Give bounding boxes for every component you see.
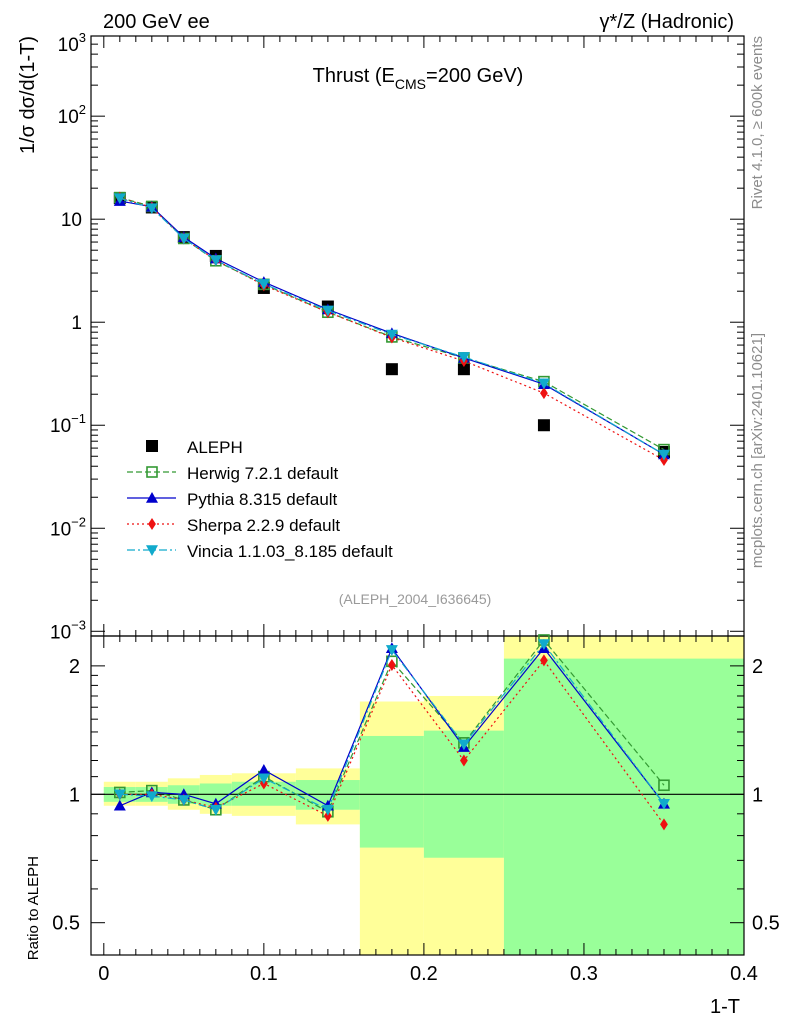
- tick-base: 10: [50, 622, 71, 643]
- main-y-tick-label: 10−3: [50, 617, 86, 643]
- tick-exponent: 2: [79, 102, 86, 117]
- rivet-version-label: Rivet 4.1.0, ≥ 600k events: [749, 36, 766, 209]
- header-right: γ*/Z (Hadronic): [600, 11, 734, 33]
- legend-herwig-label: Herwig 7.2.1 default: [187, 464, 338, 483]
- ratio-panel-frame: 0 0.1 0.2 0.3 0.4 0.5 0.5 1 1 2 2: [52, 635, 780, 985]
- main-pythia-line: [119, 200, 665, 456]
- ratio-vincia-point-3: [209, 804, 222, 816]
- ratio-series-group: [113, 634, 670, 831]
- main-y-label: 1/σ dσ/d(1-T): [17, 36, 39, 154]
- header-left: 200 GeV ee: [103, 11, 210, 33]
- x-tick-label: 0.1: [250, 963, 278, 985]
- tick-base: 10: [58, 35, 79, 56]
- ratio-y-tick-label-right: 0.5: [752, 913, 780, 935]
- main-vincia-point-5: [321, 305, 334, 317]
- ratio-pythia-line: [119, 646, 665, 807]
- ratio-vincia-point-4: [257, 773, 270, 785]
- main-y-tick-label: 102: [58, 102, 86, 128]
- ratio-vincia-point-9: [657, 798, 670, 810]
- main-y-tick-label: 10−1: [50, 411, 86, 437]
- ratio-vincia-point-6: [385, 645, 398, 656]
- ratio-herwig-point-9: [658, 779, 670, 792]
- main-vincia-point-4: [257, 279, 270, 290]
- main-y-tick-label: 10: [61, 210, 82, 231]
- legend-pythia-marker: [146, 492, 158, 503]
- legend: ALEPH Herwig 7.2.1 default Pythia 8.315 de…: [127, 438, 393, 561]
- main-vincia-point-9: [657, 449, 670, 461]
- ratio-y-label: Ratio to ALEPH: [25, 856, 42, 960]
- ratio-sherpa-point-6: [387, 658, 396, 671]
- main-title-tail: =200 GeV): [426, 65, 523, 87]
- ratio-sherpa-point-8: [540, 654, 548, 667]
- x-tick-label: 0.3: [570, 963, 598, 985]
- ratio-sherpa-point-5: [323, 809, 332, 822]
- main-y-tick-label: 1: [71, 313, 82, 334]
- ratio-pythia-point-0: [113, 799, 126, 811]
- ratio-vincia-point-7: [457, 739, 470, 751]
- x-tick-label: 0.4: [730, 963, 758, 985]
- ratio-vincia-point-5: [321, 804, 334, 816]
- main-y-tick-label: 103: [58, 30, 86, 56]
- main-vincia-point-3: [209, 255, 222, 267]
- main-sherpa-point-8: [540, 387, 548, 400]
- tick-exponent: −3: [71, 617, 86, 632]
- main-vincia-point-7: [457, 352, 470, 363]
- analysis-reference: (ALEPH_2004_I636645): [339, 591, 492, 607]
- ratio-y-tick-label: 2: [69, 656, 80, 678]
- tick-base: 10: [58, 107, 79, 128]
- ratio-vincia-point-2: [177, 795, 190, 806]
- legend-aleph-marker: [146, 440, 158, 452]
- x-tick-label: 0.2: [410, 963, 438, 985]
- main-aleph-point-7: [457, 363, 470, 376]
- legend-sherpa-marker: [148, 518, 156, 530]
- ratio-y-tick-label-right: 2: [752, 656, 763, 678]
- x-tick-label: 0: [98, 963, 109, 985]
- ratio-sherpa-point-9: [660, 818, 668, 831]
- stat-band-8: [503, 658, 744, 955]
- main-aleph-point-6: [385, 363, 398, 376]
- ratio-border: [90, 635, 745, 956]
- tick-base: 10: [50, 519, 71, 540]
- ratio-herwig-line: [119, 639, 665, 813]
- legend-sherpa-label: Sherpa 2.2.9 default: [187, 516, 340, 535]
- ratio-vincia-point-1: [145, 791, 158, 803]
- legend-vincia-label: Vincia 1.1.03_8.185 default: [187, 542, 393, 561]
- tick-exponent: 3: [79, 30, 86, 45]
- mcplots-label: mcplots.cern.ch [arXiv:2401.10621]: [749, 333, 766, 568]
- main-aleph-point-8: [537, 419, 550, 432]
- legend-herwig-marker: [146, 466, 158, 478]
- x-axis-label: 1-T: [710, 996, 740, 1018]
- ratio-y-tick-label-right: 1: [752, 784, 763, 806]
- ratio-pythia-point-4: [257, 764, 270, 775]
- ratio-sherpa-point-7: [460, 754, 468, 767]
- main-herwig-line: [119, 197, 665, 451]
- legend-aleph-label: ALEPH: [187, 438, 243, 457]
- legend-pythia-label: Pythia 8.315 default: [187, 490, 338, 509]
- main-vincia-line: [119, 197, 665, 456]
- ratio-vincia-point-0: [113, 789, 126, 801]
- tick-exponent: −1: [71, 411, 86, 426]
- stat-band-6: [359, 735, 424, 848]
- ratio-vincia-point-8: [537, 639, 550, 651]
- main-title-main: Thrust (E: [313, 65, 395, 87]
- tick-base: 10: [50, 416, 71, 437]
- ratio-uncertainty-bands: [103, 636, 744, 955]
- main-title: Thrust (ECMS=200 GeV): [313, 65, 524, 92]
- main-y-tick-label: 10−2: [50, 514, 86, 540]
- ratio-vincia-line: [119, 643, 665, 811]
- main-vincia-point-2: [177, 233, 190, 245]
- ratio-sherpa-line: [119, 659, 665, 825]
- main-series-group: [113, 191, 670, 466]
- main-title-sub: CMS: [395, 76, 426, 92]
- tick-exponent: −2: [71, 514, 86, 529]
- main-vincia-point-8: [537, 378, 550, 390]
- ratio-y-tick-label: 1: [69, 784, 80, 806]
- main-vincia-point-1: [145, 203, 158, 215]
- main-vincia-point-0: [113, 193, 126, 205]
- ratio-y-tick-label: 0.5: [52, 913, 80, 935]
- main-vincia-point-6: [385, 329, 398, 341]
- legend-vincia-marker: [146, 545, 158, 556]
